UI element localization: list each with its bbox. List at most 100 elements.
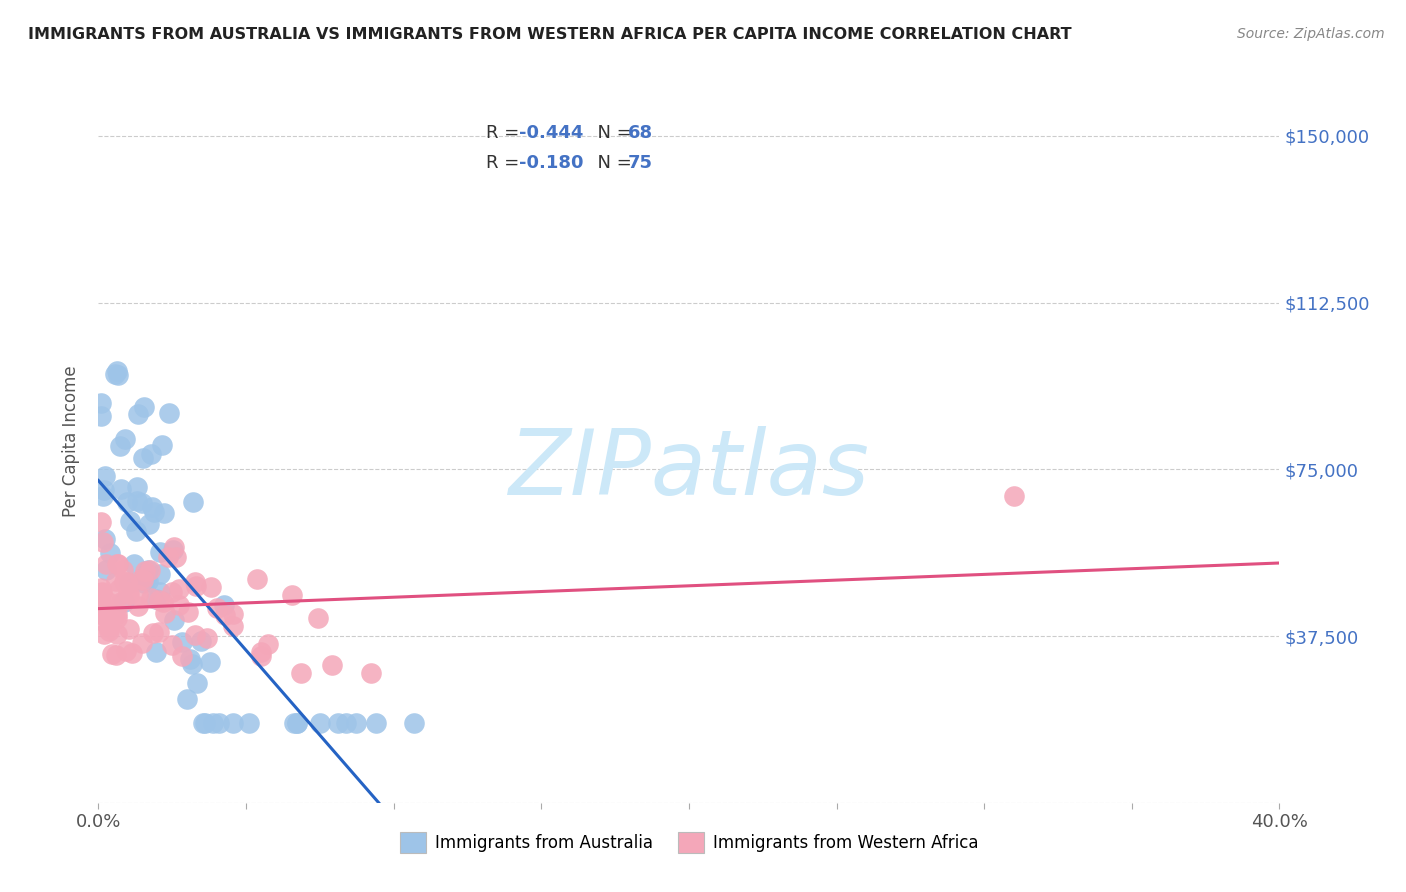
- Point: [145, 645, 167, 659]
- Point: [162, 639, 184, 653]
- Point: [139, 447, 162, 461]
- Point: [256, 637, 278, 651]
- Point: [222, 715, 245, 730]
- Point: [90, 586, 112, 600]
- Point: [169, 598, 191, 612]
- Point: [91, 607, 114, 622]
- Point: [108, 439, 131, 453]
- Point: [149, 584, 172, 599]
- Point: [94, 557, 117, 571]
- Point: [127, 588, 149, 602]
- Point: [246, 572, 269, 586]
- Point: [283, 715, 305, 730]
- Point: [212, 599, 235, 613]
- Point: [93, 533, 115, 547]
- Text: 68: 68: [627, 124, 652, 142]
- Point: [93, 483, 115, 497]
- Point: [139, 563, 162, 577]
- Point: [105, 611, 128, 625]
- Point: [138, 517, 160, 532]
- Point: [117, 585, 139, 599]
- Text: Source: ZipAtlas.com: Source: ZipAtlas.com: [1237, 27, 1385, 41]
- Point: [179, 652, 201, 666]
- Point: [105, 648, 128, 663]
- Point: [307, 611, 329, 625]
- Point: [165, 549, 187, 564]
- Point: [91, 584, 114, 599]
- Point: [360, 665, 382, 680]
- Point: [98, 621, 121, 635]
- Point: [222, 619, 245, 633]
- Point: [90, 409, 112, 424]
- Text: 75: 75: [627, 154, 652, 172]
- Point: [127, 599, 149, 613]
- Point: [131, 496, 153, 510]
- Point: [163, 613, 186, 627]
- Point: [118, 622, 141, 636]
- Point: [105, 574, 128, 589]
- Point: [91, 489, 114, 503]
- Point: [103, 608, 125, 623]
- Point: [181, 657, 204, 671]
- Point: [90, 605, 112, 619]
- Point: [184, 579, 207, 593]
- Point: [134, 564, 156, 578]
- Point: [208, 715, 231, 730]
- Point: [214, 608, 236, 623]
- Point: [186, 676, 208, 690]
- Text: R =: R =: [486, 124, 524, 142]
- Point: [98, 546, 121, 560]
- Point: [93, 626, 115, 640]
- Point: [321, 658, 343, 673]
- Point: [364, 715, 387, 730]
- Point: [90, 596, 112, 610]
- Point: [162, 584, 184, 599]
- Point: [125, 524, 148, 538]
- Point: [170, 635, 193, 649]
- Point: [308, 715, 330, 730]
- Point: [125, 480, 148, 494]
- Point: [107, 558, 129, 572]
- Point: [141, 500, 163, 514]
- Point: [101, 647, 124, 661]
- Point: [145, 592, 167, 607]
- Text: N =: N =: [586, 124, 638, 142]
- Point: [134, 575, 156, 590]
- Point: [150, 438, 173, 452]
- Point: [135, 572, 157, 586]
- Point: [143, 505, 166, 519]
- Point: [184, 574, 207, 589]
- Point: [94, 609, 117, 624]
- Point: [131, 636, 153, 650]
- Text: ZIPatlas: ZIPatlas: [509, 426, 869, 515]
- Point: [129, 572, 152, 586]
- Point: [104, 599, 127, 614]
- Point: [190, 634, 212, 648]
- Point: [148, 625, 170, 640]
- Point: [170, 648, 193, 663]
- Point: [200, 580, 222, 594]
- Legend: Immigrants from Australia, Immigrants from Western Africa: Immigrants from Australia, Immigrants fr…: [394, 826, 984, 860]
- Point: [105, 607, 128, 621]
- Point: [114, 432, 136, 446]
- Point: [141, 591, 163, 605]
- Point: [115, 495, 138, 509]
- Point: [132, 401, 155, 415]
- Point: [250, 645, 273, 659]
- Point: [335, 715, 357, 730]
- Point: [222, 607, 245, 621]
- Point: [195, 631, 218, 645]
- Point: [91, 614, 114, 628]
- Point: [194, 715, 217, 730]
- Point: [285, 715, 308, 730]
- Point: [328, 715, 350, 730]
- Point: [136, 563, 159, 577]
- Point: [193, 715, 215, 730]
- Text: R =: R =: [486, 154, 524, 172]
- Point: [105, 557, 128, 571]
- Point: [183, 495, 205, 509]
- Point: [207, 601, 229, 615]
- Point: [148, 593, 170, 607]
- Point: [127, 407, 149, 421]
- Point: [112, 595, 135, 609]
